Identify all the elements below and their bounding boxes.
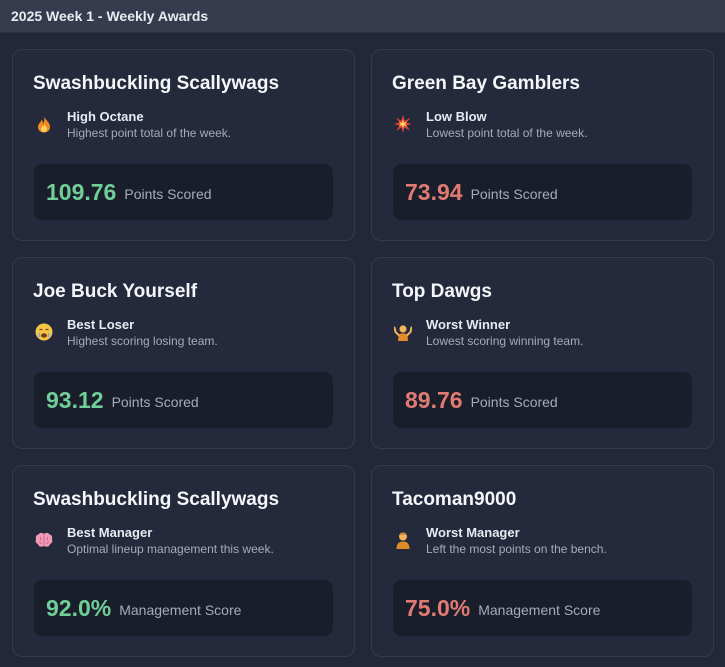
crying-face-icon (33, 321, 55, 343)
brain-icon (33, 529, 55, 551)
score-box: 109.76 Points Scored (34, 164, 333, 220)
award-card-best-manager: Swashbuckling Scallywags Best Manager Op… (12, 465, 355, 657)
award-card-best-loser: Joe Buck Yourself Best Loser Highest sco… (12, 257, 355, 449)
score-label: Points Scored (111, 394, 199, 410)
award-info: Worst Winner Lowest scoring winning team… (392, 316, 693, 349)
person-icon (392, 529, 414, 551)
team-name: Tacoman9000 (392, 489, 517, 510)
award-description: Optimal lineup management this week. (67, 542, 274, 556)
award-info: Best Loser Highest scoring losing team. (33, 316, 334, 349)
award-info: Low Blow Lowest point total of the week. (392, 108, 693, 141)
award-title: High Octane (67, 109, 144, 124)
award-title: Low Blow (426, 109, 487, 124)
score-value: 109.76 (46, 178, 117, 205)
team-name: Green Bay Gamblers (392, 73, 580, 94)
score-box: 75.0% Management Score (393, 580, 692, 636)
score-value: 89.76 (405, 386, 463, 413)
award-title: Best Loser (67, 317, 135, 332)
award-title: Worst Manager (426, 525, 520, 540)
award-card-worst-manager: Tacoman9000 Worst Manager Left the most … (371, 465, 714, 657)
score-label: Management Score (478, 602, 601, 618)
team-name: Swashbuckling Scallywags (33, 489, 280, 510)
fire-icon (33, 113, 55, 135)
award-card-high-octane: Swashbuckling Scallywags High Octane Hig… (12, 49, 355, 241)
score-label: Points Scored (470, 186, 558, 202)
score-value: 92.0% (46, 594, 112, 621)
score-box: 92.0% Management Score (34, 580, 333, 636)
award-description: Lowest scoring winning team. (426, 334, 584, 348)
award-info: Best Manager Optimal lineup management t… (33, 524, 334, 557)
award-description: Highest scoring losing team. (67, 334, 218, 348)
award-info: Worst Manager Left the most points on th… (392, 524, 693, 557)
award-description: Lowest point total of the week. (426, 126, 588, 140)
score-label: Points Scored (470, 394, 558, 410)
score-box: 93.12 Points Scored (34, 372, 333, 428)
team-name: Top Dawgs (392, 281, 492, 302)
team-name: Swashbuckling Scallywags (33, 73, 280, 94)
award-card-low-blow: Green Bay Gamblers Low Blow Lowest point… (371, 49, 714, 241)
awards-grid: Swashbuckling Scallywags High Octane Hig… (12, 49, 714, 657)
award-title: Worst Winner (426, 317, 511, 332)
award-title: Best Manager (67, 525, 153, 540)
award-description: Highest point total of the week. (67, 126, 232, 140)
score-box: 89.76 Points Scored (393, 372, 692, 428)
shrug-icon (392, 321, 414, 343)
window-title-bar: 2025 Week 1 - Weekly Awards (0, 0, 725, 33)
award-description: Left the most points on the bench. (426, 542, 607, 556)
team-name: Joe Buck Yourself (33, 281, 198, 302)
award-card-worst-winner: Top Dawgs Worst Winner Lowest scoring wi… (371, 257, 714, 449)
score-value: 75.0% (405, 594, 471, 621)
score-value: 93.12 (46, 386, 104, 413)
score-label: Management Score (119, 602, 242, 618)
explosion-icon (392, 113, 414, 135)
award-info: High Octane Highest point total of the w… (33, 108, 334, 141)
score-label: Points Scored (124, 186, 212, 202)
window-title: 2025 Week 1 - Weekly Awards (11, 8, 209, 24)
score-value: 73.94 (405, 178, 463, 205)
score-box: 73.94 Points Scored (393, 164, 692, 220)
